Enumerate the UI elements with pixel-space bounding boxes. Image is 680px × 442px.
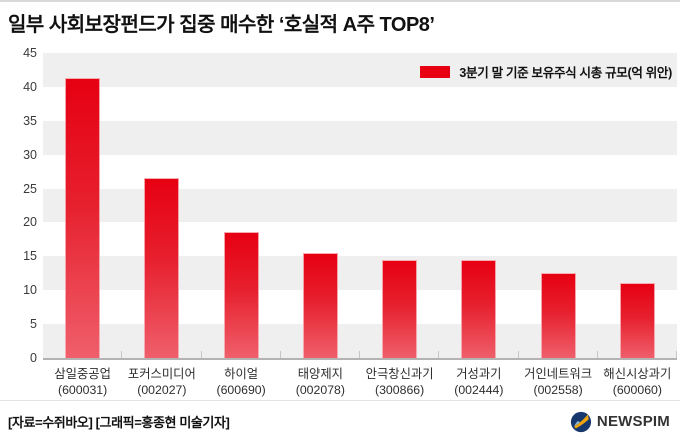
legend-label: 3분기 말 기준 보유주식 시총 규모(억 위안): [459, 66, 672, 80]
grid-band: [43, 222, 677, 256]
bar: [144, 178, 180, 358]
y-axis-label: 15: [23, 249, 37, 264]
x-axis-tick: [676, 351, 677, 358]
legend: 3분기 말 기준 보유주식 시총 규모(억 위안): [420, 62, 672, 81]
y-axis-label: 45: [23, 46, 37, 60]
grid-band: [43, 188, 677, 223]
category-name: 안극창신과기: [365, 367, 434, 381]
category-name: 삼일중공업: [54, 367, 111, 381]
category-code: (002444): [454, 382, 504, 397]
category-code: (600060): [612, 382, 662, 397]
category-name: 거인네트워크: [524, 367, 593, 381]
grid-band: [43, 120, 677, 155]
grid-band: [43, 87, 677, 121]
x-axis-tick: [517, 351, 519, 358]
y-axis-label: 40: [23, 79, 37, 94]
category-name: 해신시상과기: [603, 367, 672, 381]
y-axis-label: 20: [23, 215, 37, 230]
y-axis-label: 10: [23, 283, 37, 298]
category-label: 해신시상과기 (600060): [598, 367, 677, 398]
category-label: 삼일중공업 (600031): [43, 367, 122, 398]
page-title: 일부 사회보장펀드가 집중 매수한 ‘호실적 A주 TOP8’: [8, 14, 435, 36]
bar: [65, 78, 101, 358]
footer: [자료=수쥐바오] [그래픽=홍종현 미술기자] NEWSPIM: [0, 400, 680, 442]
legend-swatch-icon: [420, 65, 451, 78]
y-axis-label: 30: [23, 147, 37, 162]
grid-band: [43, 290, 677, 324]
x-axis-tick: [279, 351, 281, 358]
x-axis-line: [43, 358, 677, 360]
category-code: (002027): [137, 382, 187, 397]
category-label: 포커스미디어 (002027): [122, 367, 201, 398]
grid-band: [43, 53, 677, 87]
category-name: 거성과기: [456, 367, 502, 381]
x-axis-tick: [596, 351, 598, 358]
y-axis-label: 25: [23, 181, 37, 196]
newspim-wordmark: NEWSPIM: [596, 413, 670, 430]
source-text: [자료=수쥐바오] [그래픽=홍종현 미술기자]: [8, 415, 230, 430]
category-code: (002558): [533, 382, 583, 397]
y-axis-label: 5: [30, 317, 37, 332]
x-axis-tick: [359, 351, 360, 358]
category-code: (600690): [216, 382, 266, 397]
category-name: 하이얼: [224, 367, 259, 381]
category-label: 태양제지 (002078): [281, 367, 360, 398]
bar: [540, 273, 576, 358]
category-name: 포커스미디어: [127, 367, 196, 381]
grid-band: [43, 256, 677, 291]
y-axis-label: 35: [23, 113, 37, 128]
x-axis-tick: [438, 351, 440, 358]
x-axis-tick: [200, 351, 202, 358]
x-axis-tick: [121, 351, 123, 358]
bar: [302, 252, 338, 358]
bar: [223, 231, 259, 358]
bar-chart: 45 40 35 30 25 20 15 10 5 0 삼일중공업 (600031) 포커스미디어 (00…: [23, 46, 677, 398]
grid-band: [43, 324, 677, 358]
bar: [619, 283, 655, 358]
category-label: 거인네트워크 (002558): [519, 367, 598, 398]
category-code: (300866): [375, 382, 425, 397]
category-label: 안극창신과기 (300866): [360, 367, 439, 398]
y-axis-label: 0: [30, 351, 37, 365]
category-code: (002078): [295, 382, 345, 397]
grid-band: [43, 155, 677, 189]
category-name: 태양제지: [297, 367, 343, 381]
category-label: 거성과기 (002444): [439, 367, 518, 398]
category-code: (600031): [58, 382, 108, 397]
newspim-globe-icon: [570, 411, 592, 432]
bar: [461, 260, 497, 358]
bar: [382, 260, 418, 358]
category-label: 하이얼 (600690): [202, 367, 281, 398]
newspim-logo: NEWSPIM: [570, 411, 670, 433]
top-rule: [0, 0, 680, 2]
